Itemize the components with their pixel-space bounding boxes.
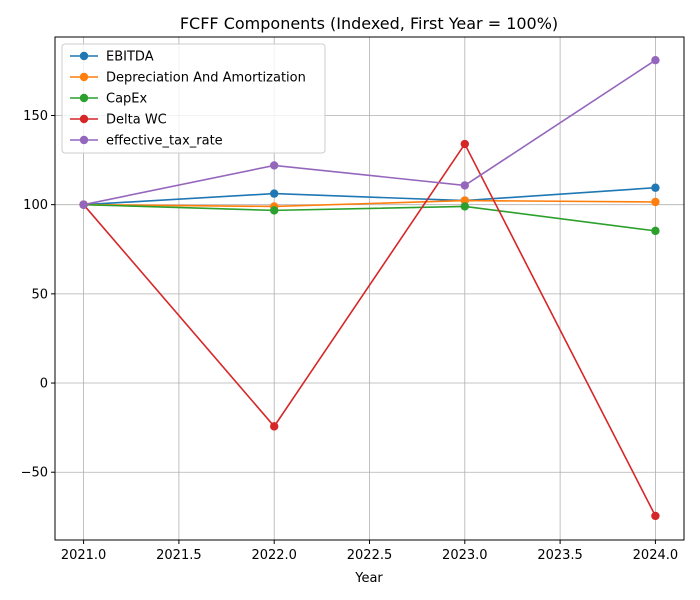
legend-swatch-marker xyxy=(79,135,89,145)
data-point xyxy=(269,206,279,215)
data-point xyxy=(651,511,660,521)
series-line xyxy=(83,203,656,232)
data-point xyxy=(79,200,88,209)
legend-swatch-marker xyxy=(79,72,89,82)
data-point xyxy=(651,55,660,65)
series-line xyxy=(83,199,656,208)
x-tick-label: 2022.0 xyxy=(251,548,297,563)
y-tick-label: 0 xyxy=(40,377,48,392)
y-tick-label: −50 xyxy=(21,466,48,481)
legend-label: effective_tax_rate xyxy=(106,134,223,149)
data-point xyxy=(651,226,660,236)
y-tick-label: 50 xyxy=(31,287,48,302)
data-point xyxy=(269,422,279,431)
y-tick-label: 150 xyxy=(23,109,48,124)
legend-entry: Delta WC xyxy=(70,113,167,128)
legend-swatch-marker xyxy=(79,114,89,124)
chart-title: FCFF Components (Indexed, First Year = 1… xyxy=(180,14,558,33)
y-tick-label: 100 xyxy=(23,198,48,213)
data-point xyxy=(269,189,279,198)
legend-entry: Depreciation And Amortization xyxy=(70,71,306,86)
x-axis-label: Year xyxy=(354,571,383,586)
data-point xyxy=(269,161,279,170)
data-point xyxy=(460,196,470,205)
legend-entry: CapEx xyxy=(70,92,148,107)
data-point xyxy=(460,139,470,149)
legend-swatch-marker xyxy=(79,51,89,61)
series-line xyxy=(83,59,656,206)
x-tick-label: 2023.5 xyxy=(537,548,583,563)
legend-label: EBITDA xyxy=(106,50,154,65)
series-4 xyxy=(79,55,660,209)
legend-label: Depreciation And Amortization xyxy=(106,71,306,86)
data-point xyxy=(651,197,660,207)
x-tick-label: 2021.0 xyxy=(61,548,107,563)
y-axis: −50 0 50 100 150 xyxy=(21,109,55,481)
x-tick-label: 2022.5 xyxy=(347,548,393,563)
legend-label: CapEx xyxy=(106,92,148,107)
series-line xyxy=(82,142,657,517)
data-point xyxy=(460,181,470,190)
legend-swatch-marker xyxy=(79,93,89,103)
x-tick-label: 2021.5 xyxy=(156,548,202,563)
series-line xyxy=(83,186,656,206)
legend: EBITDA Depreciation And Amortization CapEx… xyxy=(61,43,326,154)
data-point xyxy=(651,183,660,192)
legend-entry: effective_tax_rate xyxy=(70,134,223,149)
x-tick-label: 2024.0 xyxy=(633,548,679,563)
legend-label: Delta WC xyxy=(106,113,167,128)
legend-entry: EBITDA xyxy=(70,50,154,65)
legend-box xyxy=(61,43,326,154)
series-layer xyxy=(79,55,660,521)
x-tick-label: 2023.0 xyxy=(442,548,488,563)
x-axis: 2021.0 2021.5 2022.0 2022.5 2023.0 2023.5 2024… xyxy=(61,540,678,563)
data-point xyxy=(460,202,470,211)
